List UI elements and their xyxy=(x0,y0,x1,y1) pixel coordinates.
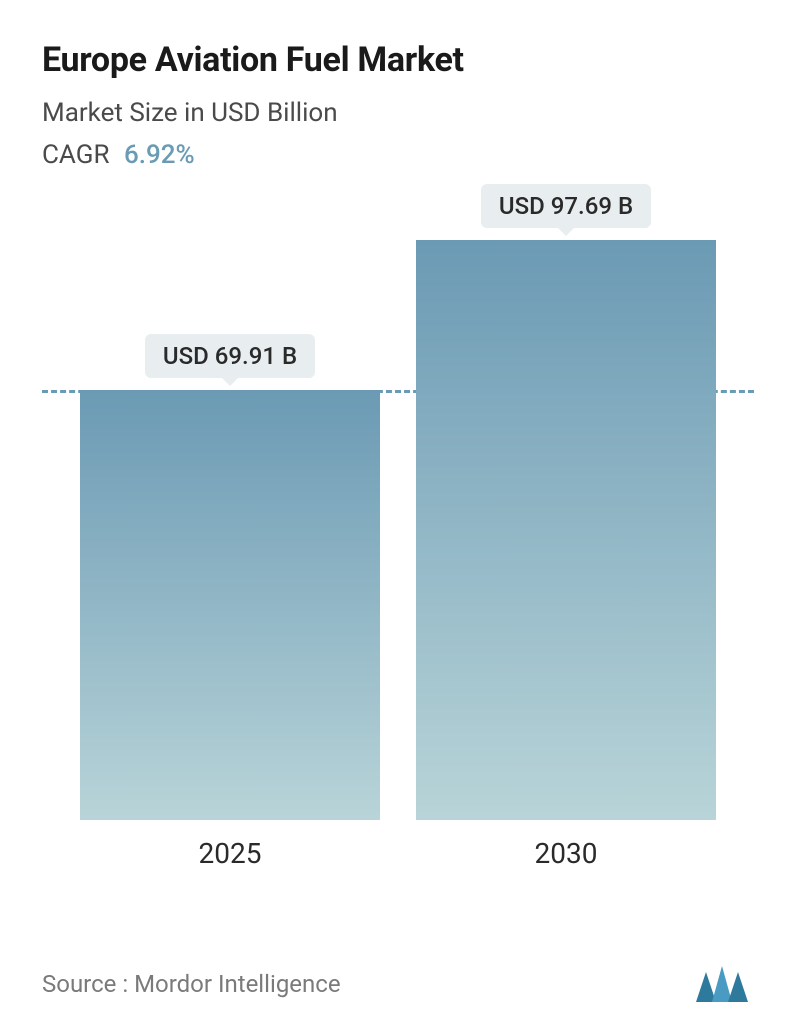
value-badge: USD 69.91 B xyxy=(145,334,315,378)
year-label: 2030 xyxy=(535,837,598,870)
cagr-label: CAGR xyxy=(42,140,109,170)
footer: Source : Mordor Intelligence xyxy=(42,964,754,1004)
cagr-row: CAGR 6.92% xyxy=(42,140,754,170)
chart-area: USD 69.91 B2025USD 97.69 B2030 xyxy=(42,200,754,880)
bar xyxy=(80,390,380,820)
bars-container: USD 69.91 B2025USD 97.69 B2030 xyxy=(42,200,754,820)
logo-icon xyxy=(694,964,754,1004)
bar-group: USD 69.91 B2025 xyxy=(80,334,380,820)
bar-group: USD 97.69 B2030 xyxy=(416,184,716,820)
cagr-value: 6.92% xyxy=(124,140,195,170)
chart-subtitle: Market Size in USD Billion xyxy=(42,98,754,128)
bar xyxy=(416,240,716,820)
source-text: Source : Mordor Intelligence xyxy=(42,970,341,998)
chart-title: Europe Aviation Fuel Market xyxy=(42,40,754,80)
value-badge: USD 97.69 B xyxy=(481,184,651,228)
year-label: 2025 xyxy=(199,837,262,870)
